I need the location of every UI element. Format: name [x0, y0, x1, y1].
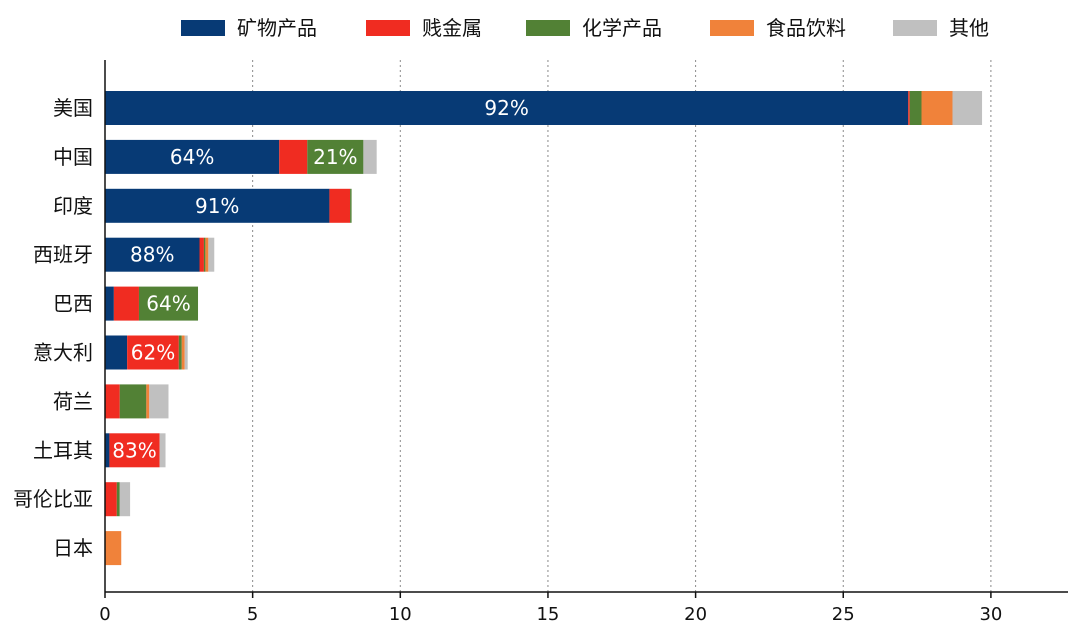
- bar-西班牙-其他: [208, 237, 215, 272]
- legend-label-食品饮料: 食品饮料: [766, 16, 846, 40]
- x-tick-label-30: 30: [979, 604, 1002, 625]
- bar-西班牙-化学产品: [203, 237, 206, 272]
- legend-swatch-食品饮料: [710, 20, 754, 36]
- x-tick-label-10: 10: [389, 604, 412, 625]
- bar-荷兰-化学产品: [119, 384, 147, 419]
- bar-西班牙-食品饮料: [205, 237, 209, 272]
- bars: [105, 91, 983, 566]
- category-label: 中国: [53, 145, 93, 169]
- bar-中国-化学产品: [307, 139, 364, 174]
- bar-荷兰-其他: [149, 384, 169, 419]
- x-tick-label-0: 0: [99, 604, 110, 625]
- category-label: 土耳其: [33, 438, 93, 462]
- legend: 矿物产品 贱金属 化学产品 食品饮料 其他: [181, 16, 989, 40]
- data-label-巴西-化学产品: 64%: [146, 292, 190, 316]
- data-label-美国-矿物产品: 92%: [484, 96, 528, 120]
- legend-swatch-化学产品: [526, 20, 570, 36]
- bar-土耳其-其他: [159, 433, 166, 468]
- x-tick-label-20: 20: [684, 604, 707, 625]
- bar-西班牙-矿物产品: [105, 237, 200, 272]
- bar-哥伦比亚-其他: [119, 482, 131, 517]
- bar-中国-其他: [363, 139, 377, 174]
- bar-荷兰-食品饮料: [146, 384, 150, 419]
- bar-美国-其他: [952, 91, 983, 125]
- bar-日本-食品饮料: [105, 531, 122, 566]
- x-tick-label-5: 5: [247, 604, 258, 625]
- bar-中国-贱金属: [279, 139, 308, 174]
- bar-土耳其-贱金属: [109, 433, 160, 468]
- x-tick-labels: 0 5 10 15 20 25 30: [99, 604, 1002, 625]
- bar-印度-贱金属: [329, 188, 351, 223]
- category-label: 巴西: [53, 292, 93, 316]
- bar-意大利-矿物产品: [105, 335, 128, 370]
- bar-哥伦比亚-贱金属: [105, 482, 117, 517]
- bar-意大利-食品饮料: [181, 335, 185, 370]
- category-label: 西班牙: [33, 243, 93, 267]
- bar-意大利-贱金属: [127, 335, 179, 370]
- x-tick-label-15: 15: [536, 604, 559, 625]
- data-label-中国-矿物产品: 64%: [170, 145, 214, 169]
- bar-荷兰-贱金属: [105, 384, 120, 419]
- bar-印度-化学产品: [350, 188, 352, 223]
- legend-swatch-贱金属: [366, 20, 410, 36]
- legend-swatch-其他: [893, 20, 937, 36]
- category-label: 哥伦比亚: [13, 487, 93, 511]
- bar-美国-矿物产品: [105, 91, 909, 125]
- bar-美国-食品饮料: [921, 91, 953, 125]
- legend-label-化学产品: 化学产品: [582, 16, 662, 40]
- data-label-中国-化学产品: 21%: [313, 145, 357, 169]
- legend-label-其他: 其他: [949, 16, 989, 40]
- data-label-印度-矿物产品: 91%: [195, 194, 239, 218]
- bar-巴西-矿物产品: [105, 286, 114, 321]
- bar-哥伦比亚-化学产品: [116, 482, 120, 517]
- x-tick-label-25: 25: [832, 604, 855, 625]
- bar-巴西-贱金属: [113, 286, 139, 321]
- data-labels: 92% 64% 21% 91% 88% 64% 62% 83%: [112, 96, 529, 462]
- legend-label-矿物产品: 矿物产品: [237, 16, 317, 40]
- bar-印度-矿物产品: [105, 188, 330, 223]
- axes: [104, 60, 1068, 598]
- data-label-土耳其-贱金属: 83%: [112, 438, 156, 462]
- data-label-西班牙-矿物产品: 88%: [130, 243, 174, 267]
- legend-swatch-矿物产品: [181, 20, 225, 36]
- bar-美国-贱金属: [908, 91, 910, 125]
- grid-lines: [252, 60, 992, 592]
- bar-中国-矿物产品: [105, 139, 280, 174]
- bar-土耳其-矿物产品: [105, 433, 110, 468]
- data-label-意大利-贱金属: 62%: [131, 341, 175, 365]
- bar-巴西-化学产品: [138, 286, 199, 321]
- legend-label-贱金属: 贱金属: [422, 16, 482, 40]
- bar-意大利-其他: [184, 335, 188, 370]
- category-label: 荷兰: [53, 389, 93, 413]
- bar-西班牙-贱金属: [199, 237, 204, 272]
- bar-意大利-化学产品: [178, 335, 182, 370]
- bar-美国-化学产品: [909, 91, 922, 125]
- category-label: 印度: [53, 194, 93, 218]
- category-label: 美国: [53, 96, 93, 120]
- category-label: 日本: [53, 536, 93, 560]
- category-label: 意大利: [33, 341, 93, 365]
